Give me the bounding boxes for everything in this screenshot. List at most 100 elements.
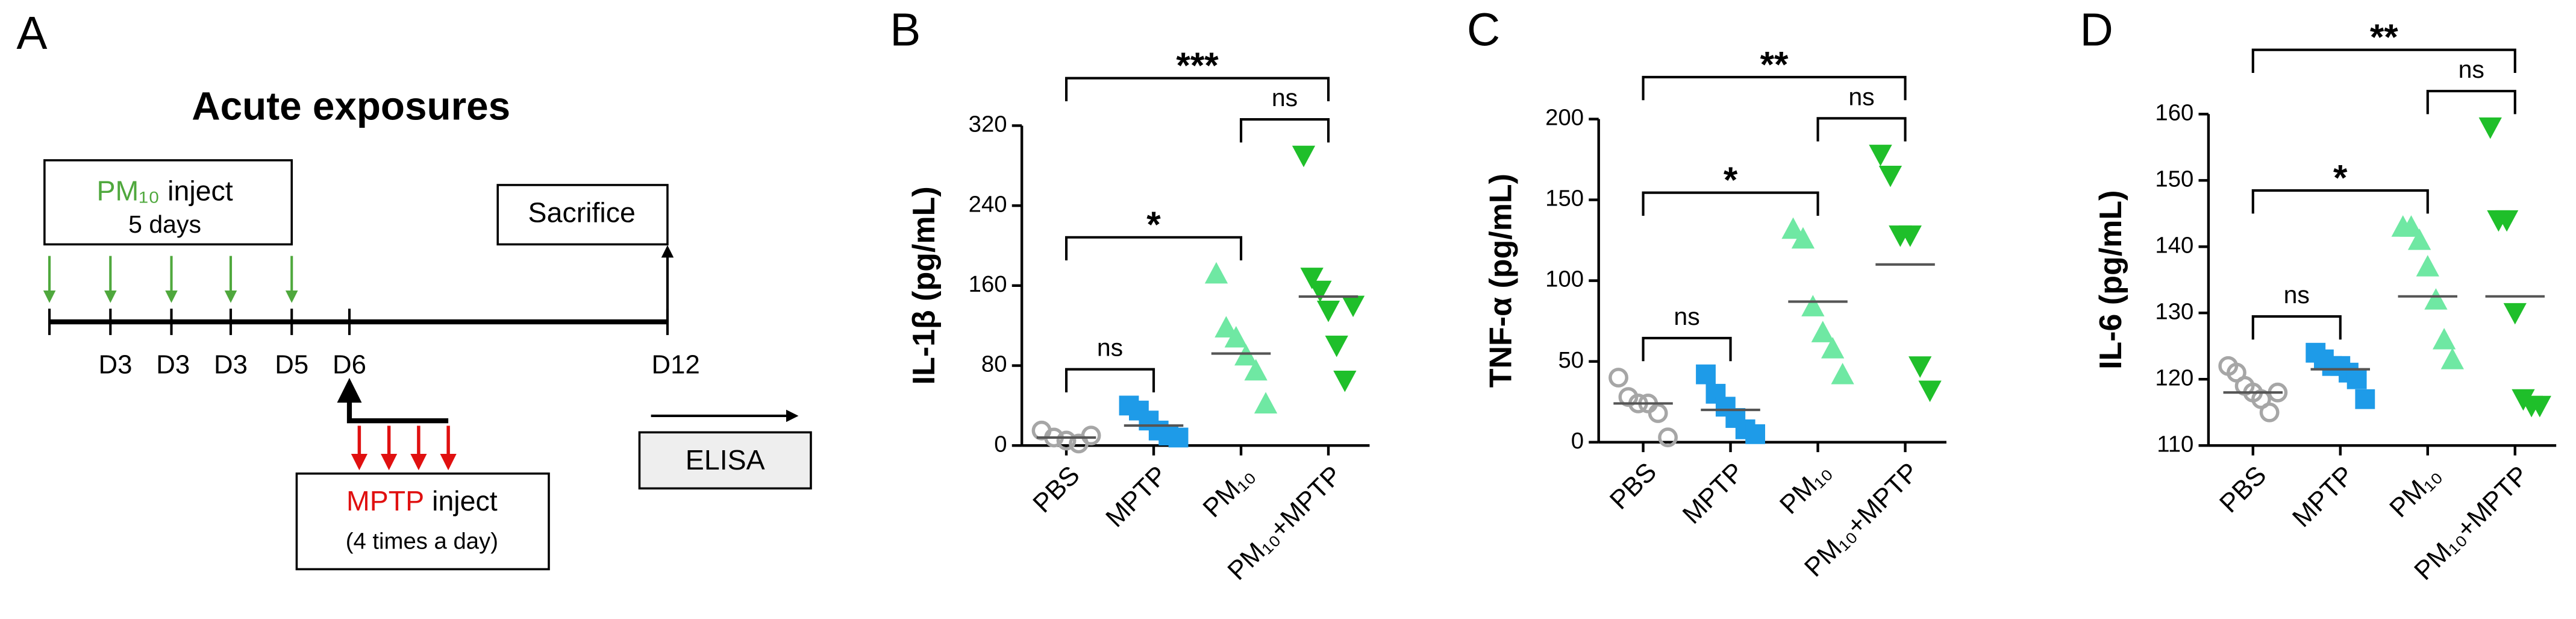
point	[2528, 395, 2551, 418]
point	[1869, 145, 1892, 166]
point	[1215, 316, 1238, 338]
point	[1341, 295, 1365, 318]
note: (4 times a day)	[346, 529, 498, 555]
point	[1831, 362, 1854, 385]
pm-box	[43, 159, 293, 246]
duration: 5 days	[128, 210, 201, 238]
day-labels: D3 D3 D3 D5 D6	[99, 350, 366, 379]
point	[2424, 288, 2448, 310]
significance-bracket	[1642, 75, 1907, 101]
point	[2407, 228, 2431, 250]
point	[2259, 402, 2280, 423]
significance-label: ns	[2284, 281, 2310, 309]
y-tick-label: 0	[994, 431, 1007, 457]
y-tick-label: 0	[1571, 428, 1584, 454]
day-label: D6	[333, 350, 366, 379]
mptp-box	[295, 472, 550, 571]
significance-label: *	[1724, 160, 1738, 200]
mptp-arrows	[351, 426, 457, 471]
panel-a: A Acute exposures PM₁₀ inject 5 days Sac…	[16, 8, 812, 571]
y-tick-label: 110	[2157, 431, 2193, 457]
point	[1224, 325, 1248, 348]
mptp-bracket	[337, 378, 449, 424]
day-label: D3	[214, 350, 248, 379]
significance-label: ns	[1097, 334, 1123, 362]
significance-label: **	[2370, 17, 2398, 57]
panel: D IL-6 (pg/mL) 110 120 130 140 150 160 PBS MPTP PM…	[2080, 4, 2557, 586]
day-label: D3	[99, 350, 133, 379]
panel-letter: D	[2080, 4, 2113, 55]
point	[2399, 215, 2423, 237]
y-tick-label: 160	[2155, 99, 2193, 125]
significance-label: *	[1146, 204, 1161, 245]
y-tick-label: 150	[1545, 186, 1584, 212]
point	[1821, 337, 1845, 359]
significance-bracket	[1642, 336, 1732, 362]
point	[1648, 403, 1668, 423]
point	[1878, 165, 1902, 187]
significance-bracket	[2251, 315, 2342, 340]
mptp-box-label: MPTP inject	[346, 485, 498, 517]
significance-bracket	[2426, 90, 2516, 115]
point	[1781, 217, 1805, 239]
x-tick-label: MPTP	[1677, 457, 1750, 530]
y-tick-label: 160	[969, 271, 1007, 297]
x-tick-label: PBS	[1604, 457, 1663, 515]
panel-letter: A	[16, 8, 47, 59]
point	[2478, 117, 2502, 139]
point	[1696, 364, 1716, 385]
significance-label: **	[1760, 44, 1789, 84]
significance-label: ns	[1674, 303, 1699, 330]
point	[1333, 370, 1357, 392]
significance-bracket	[1816, 117, 1907, 142]
point	[1898, 225, 1922, 247]
point	[1608, 368, 1628, 388]
significance-bracket	[1064, 236, 1243, 261]
y-tick-label: 150	[2155, 166, 2193, 192]
pm-arrows	[43, 256, 298, 303]
point	[1918, 380, 1942, 403]
point	[1300, 268, 1324, 289]
pm-box-label: PM₁₀ inject	[96, 175, 233, 207]
point	[2432, 328, 2456, 350]
point	[1811, 321, 1834, 342]
point	[1909, 356, 1932, 378]
point	[1791, 227, 1815, 249]
point	[1204, 262, 1228, 284]
point	[2346, 369, 2367, 389]
significance-bracket	[2251, 48, 2516, 74]
y-tick-label: 140	[2155, 232, 2193, 258]
point	[2416, 255, 2439, 277]
y-tick-label: 100	[1545, 266, 1584, 292]
y-tick-label: 120	[2155, 365, 2193, 391]
verb: inject	[167, 175, 233, 207]
point	[2495, 210, 2519, 232]
timeline-ticks	[48, 309, 669, 335]
day-label: D3	[156, 350, 190, 379]
y-tick-label: 130	[2155, 298, 2193, 324]
point	[2355, 389, 2375, 409]
y-tick-label: 50	[1558, 347, 1584, 373]
y-axis-label: IL-1β (pg/mL)	[907, 186, 942, 385]
significance-label: ns	[1272, 84, 1298, 112]
diagram-title: Acute exposures	[192, 84, 510, 128]
point	[1325, 335, 1348, 357]
x-tick-label: PM₁₀	[2384, 460, 2446, 523]
y-axis-label: TNF-α (pg/mL)	[1484, 174, 1519, 388]
y-tick-label: 320	[969, 112, 1007, 137]
point	[1801, 295, 1825, 316]
y-tick-label: 80	[981, 351, 1007, 377]
point	[1056, 430, 1077, 451]
point	[1658, 427, 1678, 448]
significance-label: ns	[2459, 55, 2484, 83]
point	[1316, 300, 1340, 322]
sacrifice-label: Sacrifice	[528, 196, 636, 228]
day-label: D5	[275, 350, 308, 379]
significance-label: *	[2333, 158, 2348, 198]
x-tick-label: PBS	[2214, 460, 2272, 519]
x-tick-label: PBS	[1027, 460, 1086, 519]
panel-letter: B	[890, 4, 921, 55]
significance-bracket	[2251, 189, 2429, 214]
y-axis-label: IL-6 (pg/mL)	[2093, 190, 2128, 369]
